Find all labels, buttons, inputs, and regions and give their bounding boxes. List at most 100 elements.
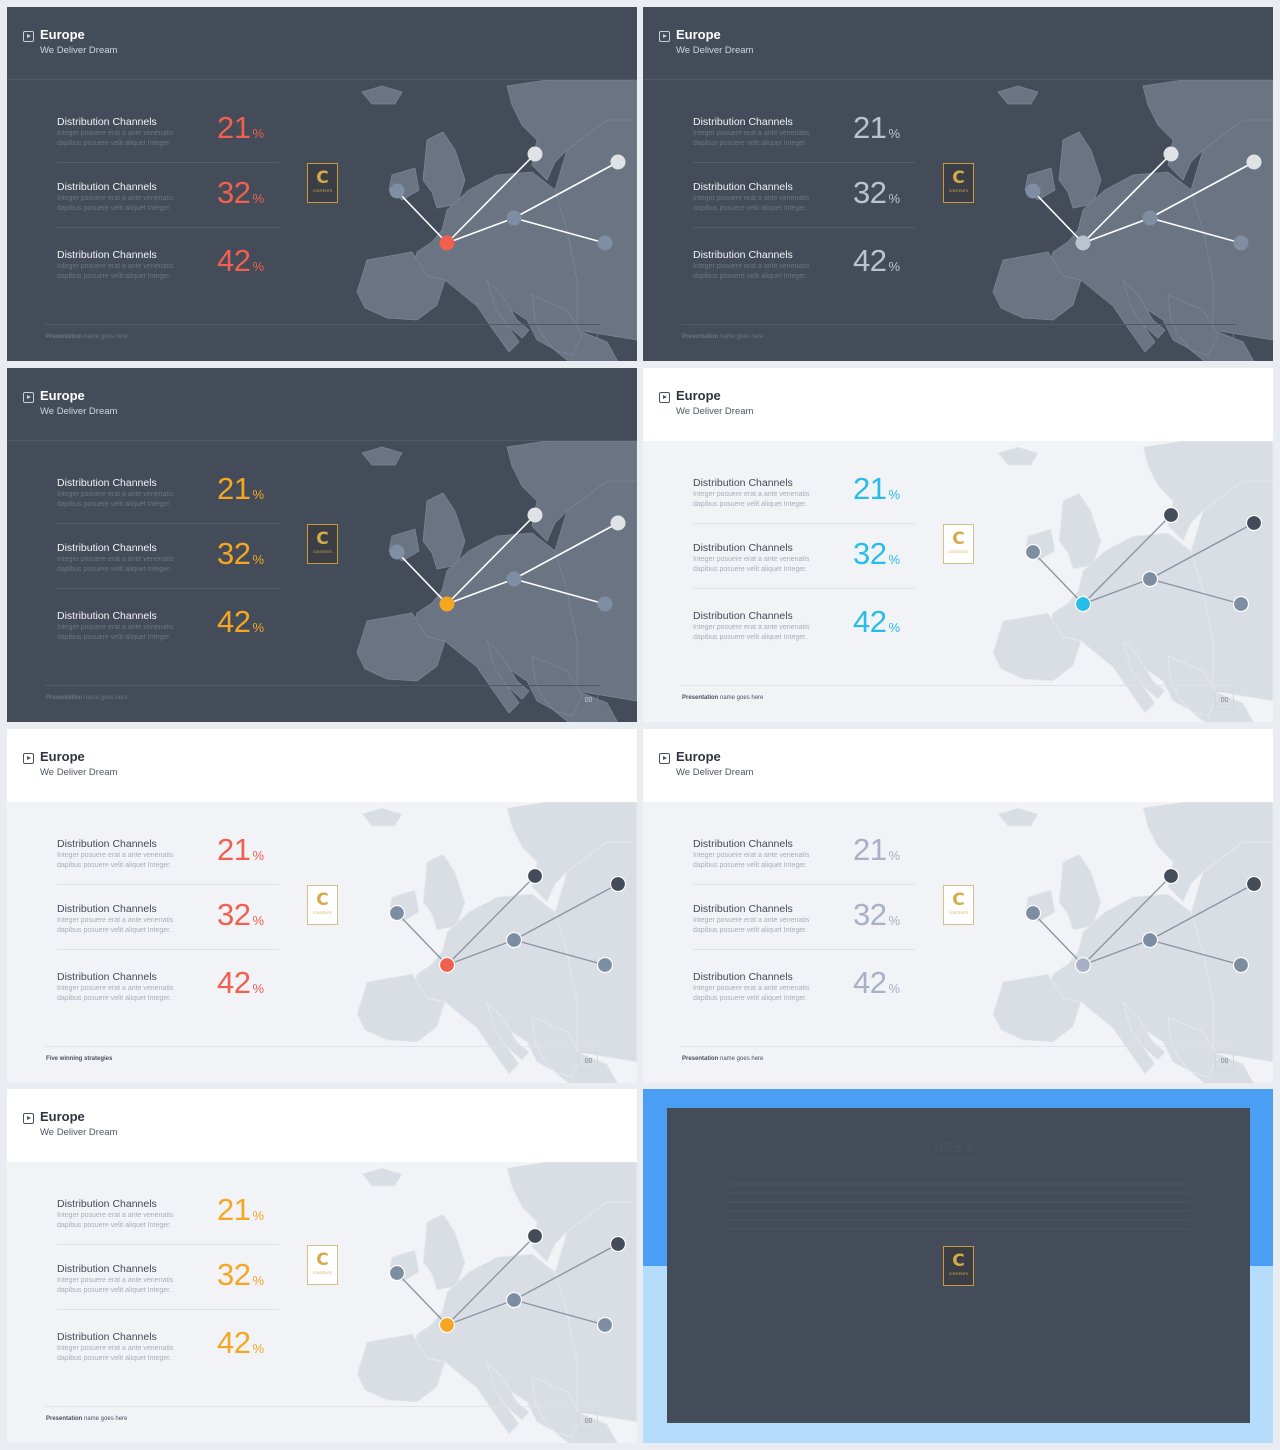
copyright-subtitle: Copyright Notice — [936, 1156, 981, 1162]
route-line — [513, 883, 619, 941]
stat-unit: % — [252, 259, 264, 274]
page-number: 00 — [579, 691, 598, 710]
map-landmass — [361, 1167, 403, 1187]
slide-header: Europe We Deliver Dream — [643, 729, 1273, 802]
route-line — [1149, 939, 1242, 966]
page-number — [579, 330, 598, 349]
route-line — [1032, 190, 1084, 244]
map-landmass — [361, 446, 403, 466]
slide-3[interactable]: Europe We Deliver Dream Distribution Chann… — [7, 368, 637, 722]
slide-title: Europe — [676, 388, 721, 403]
stat-number: 42 — [853, 965, 887, 1000]
contents-logo: C CONTENTS — [307, 885, 338, 925]
stat-unit: % — [252, 1208, 264, 1223]
footer-bold: Presentation — [46, 695, 83, 701]
contents-logo: C CONTENTS — [943, 163, 974, 203]
footer-bold: Five winning strategies — [46, 1056, 113, 1062]
stat-divider — [57, 588, 279, 589]
stat-description: Integer posuere erat a ante venenatis da… — [57, 556, 174, 573]
slide-4[interactable]: Europe We Deliver Dream Distribution Chann… — [643, 368, 1273, 722]
footer-rest: name goes here — [82, 1416, 128, 1422]
route-line — [446, 153, 536, 244]
play-icon[interactable] — [659, 753, 670, 764]
stat-unit: % — [252, 913, 264, 928]
map-landmass — [486, 639, 530, 700]
map-landmass — [1058, 853, 1102, 931]
stat-label: Distribution Channels — [693, 477, 793, 489]
map-landmass — [997, 807, 1039, 827]
stat-description: Integer posuere erat a ante venenatis da… — [693, 852, 810, 869]
map-landmass — [1167, 1016, 1219, 1078]
stat-label: Distribution Channels — [57, 116, 157, 128]
route-node — [1074, 956, 1092, 974]
stat-value: 21% — [217, 832, 264, 868]
play-icon[interactable] — [23, 753, 34, 764]
route-line — [513, 578, 606, 605]
stat-description: Integer posuere erat a ante venenatis da… — [57, 1345, 174, 1362]
footer-divider — [45, 1046, 600, 1047]
stat-number: 21 — [217, 110, 251, 145]
stat-value: 21% — [853, 832, 900, 868]
map-landmass — [992, 251, 1082, 321]
stat-unit: % — [252, 552, 264, 567]
stat-block: Distribution Channels Integer posuere era… — [57, 1192, 279, 1256]
map-landmass — [422, 492, 466, 570]
stat-label: Distribution Channels — [693, 903, 793, 915]
route-line — [1149, 217, 1242, 244]
play-icon[interactable] — [659, 31, 670, 42]
route-line — [513, 161, 619, 219]
contents-logo: C CONTENTS — [943, 1246, 974, 1286]
stat-number: 42 — [217, 243, 251, 278]
slide-subtitle: We Deliver Dream — [40, 406, 118, 417]
stat-number: 42 — [217, 965, 251, 1000]
stat-block: Distribution Channels Integer posuere era… — [693, 897, 915, 961]
slide-title: Europe — [40, 27, 85, 42]
slide-2[interactable]: Europe We Deliver Dream Distribution Chann… — [643, 7, 1273, 361]
stat-label: Distribution Channels — [57, 903, 157, 915]
footer-bold: Presentation — [46, 1416, 83, 1422]
footer-divider — [45, 1406, 600, 1407]
europe-map — [992, 80, 1273, 361]
stat-block: Distribution Channels Integer posuere era… — [57, 471, 279, 535]
play-icon[interactable] — [23, 392, 34, 403]
stat-number: 42 — [217, 604, 251, 639]
slide-subtitle: We Deliver Dream — [676, 406, 754, 417]
route-node — [609, 1235, 627, 1253]
stat-unit: % — [888, 848, 900, 863]
stat-divider — [57, 1244, 279, 1245]
play-icon[interactable] — [23, 31, 34, 42]
slide-6[interactable]: Europe We Deliver Dream Distribution Chann… — [643, 729, 1273, 1083]
europe-map — [356, 80, 637, 361]
slide-5[interactable]: Europe We Deliver Dream Distribution Chann… — [7, 729, 637, 1083]
stat-divider — [57, 162, 279, 163]
stat-divider — [57, 227, 279, 228]
play-icon[interactable] — [23, 1113, 34, 1124]
stat-description: Integer posuere erat a ante venenatis da… — [693, 195, 810, 212]
page-number: 00 — [1215, 691, 1234, 710]
footer-rest: name goes here — [718, 695, 764, 701]
slide-7[interactable]: Europe We Deliver Dream Distribution Chann… — [7, 1089, 637, 1443]
footer-divider — [681, 1046, 1236, 1047]
stat-unit: % — [888, 191, 900, 206]
contents-logo: C CONTENTS — [307, 1245, 338, 1285]
stat-description: Integer posuere erat a ante venenatis da… — [57, 130, 174, 147]
route-node — [1075, 235, 1091, 251]
stat-block: Distribution Channels Integer posuere era… — [693, 965, 915, 1029]
stat-description: Integer posuere erat a ante venenatis da… — [57, 917, 174, 934]
play-icon[interactable] — [659, 392, 670, 403]
stat-description: Integer posuere erat a ante venenatis da… — [57, 985, 174, 1002]
stat-block: Distribution Channels Integer posuere era… — [57, 110, 279, 174]
stat-divider — [693, 884, 915, 885]
slide-1[interactable]: Europe We Deliver Dream Distribution Chann… — [7, 7, 637, 361]
route-node — [527, 507, 543, 523]
stat-number: 42 — [217, 1325, 251, 1360]
stat-description: Integer posuere erat a ante venenatis da… — [57, 852, 174, 869]
route-line — [446, 1299, 515, 1326]
route-node — [1245, 514, 1263, 532]
map-landmass — [356, 1333, 446, 1403]
europe-map — [356, 441, 637, 722]
stat-unit: % — [252, 487, 264, 502]
stat-description: Integer posuere erat a ante venenatis da… — [693, 130, 810, 147]
contents-logo: C CONTENTS — [307, 524, 338, 564]
route-line — [396, 912, 448, 966]
